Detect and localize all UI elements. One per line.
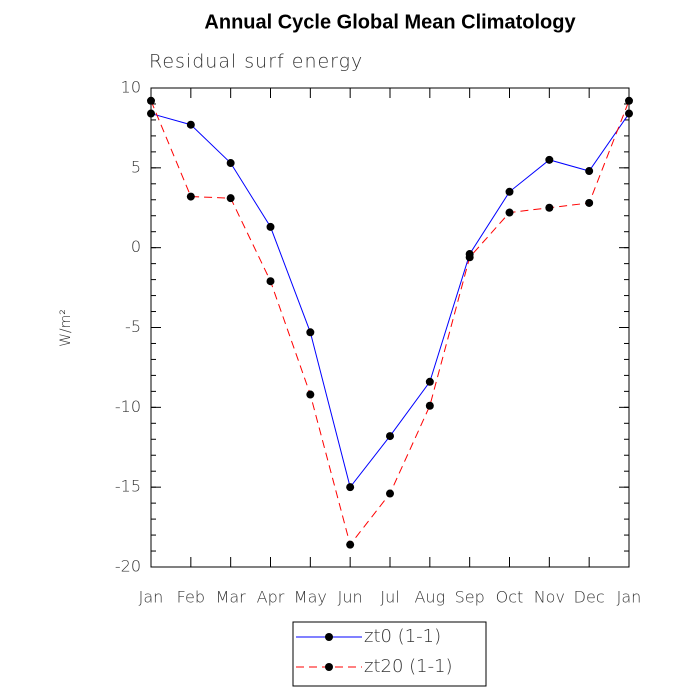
x-tick-label: Dec xyxy=(574,588,605,607)
y-axis-label: W/m² xyxy=(58,309,74,347)
legend-marker xyxy=(325,633,333,641)
data-point xyxy=(346,483,355,492)
x-tick-label: Jan xyxy=(139,588,164,607)
data-point xyxy=(625,96,633,105)
data-point xyxy=(306,390,315,399)
data-point xyxy=(585,167,594,176)
y-tick-label: -5 xyxy=(125,317,141,336)
data-point xyxy=(505,187,514,196)
data-point xyxy=(425,377,434,386)
legend-box xyxy=(292,621,487,687)
chart-title: Annual Cycle Global Mean Climatology xyxy=(204,11,576,33)
data-point xyxy=(545,155,554,164)
legend-label: zt20 (1-1) xyxy=(364,656,453,677)
data-point xyxy=(266,277,275,286)
data-point xyxy=(266,222,275,231)
y-tick-label: -20 xyxy=(115,557,141,576)
data-point xyxy=(425,401,434,410)
data-point xyxy=(505,208,514,217)
data-point xyxy=(465,253,474,262)
data-point xyxy=(386,489,394,498)
y-tick-label: -10 xyxy=(115,397,141,416)
x-tick-label: Feb xyxy=(177,588,205,607)
data-point xyxy=(147,96,155,105)
x-tick-label: May xyxy=(294,588,327,607)
chart-subtitle: Residual surf energy xyxy=(149,51,363,73)
y-tick-label: 0 xyxy=(131,237,141,256)
y-tick-label: -15 xyxy=(115,477,141,496)
series-line xyxy=(150,113,630,489)
data-point xyxy=(545,203,554,212)
data-point xyxy=(306,328,315,337)
y-tick-label: 10 xyxy=(121,78,141,97)
x-tick-label: Aug xyxy=(414,588,445,607)
data-point xyxy=(186,120,195,129)
x-tick-label: Oct xyxy=(496,588,524,607)
data-point xyxy=(186,192,195,201)
x-tick-label: Jan xyxy=(617,588,642,607)
x-tick-label: Jun xyxy=(338,588,363,607)
x-tick-label: Jul xyxy=(380,588,399,607)
data-point xyxy=(625,109,633,118)
x-tick-label: Nov xyxy=(534,588,565,607)
data-point xyxy=(226,194,235,203)
x-tick-label: Mar xyxy=(216,588,247,607)
y-tick-label: 5 xyxy=(131,157,141,176)
legend-marker xyxy=(325,663,333,671)
data-point xyxy=(226,159,235,168)
data-point xyxy=(386,432,394,441)
data-point xyxy=(346,540,355,549)
x-tick-label: Sep xyxy=(455,588,485,607)
legend-label: zt0 (1-1) xyxy=(364,626,441,647)
series-line xyxy=(150,100,630,546)
data-point xyxy=(585,198,594,207)
data-point xyxy=(147,109,155,118)
x-tick-label: Apr xyxy=(257,588,285,607)
